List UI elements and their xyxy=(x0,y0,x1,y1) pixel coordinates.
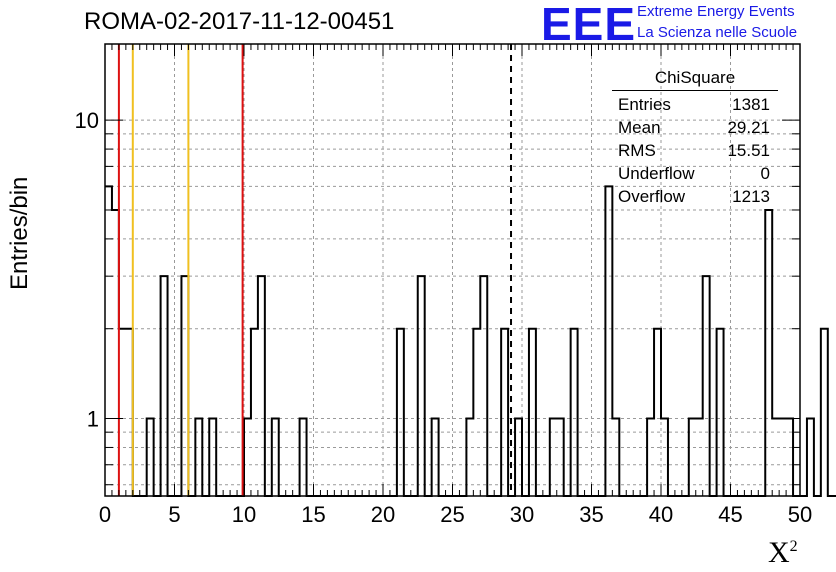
stats-title: ChiSquare xyxy=(612,66,778,91)
stats-row-underflow: Underflow 0 xyxy=(612,162,778,185)
x-tick-label: 50 xyxy=(788,502,812,527)
stats-value: 15.51 xyxy=(727,141,770,160)
histogram-bin xyxy=(181,276,188,496)
histogram-bin xyxy=(473,329,480,496)
histogram-bin xyxy=(105,186,112,496)
histogram-bin xyxy=(480,276,487,496)
x-tick-label: 45 xyxy=(718,502,742,527)
stats-label: Mean xyxy=(618,118,661,137)
x-tick-label: 25 xyxy=(440,502,464,527)
histogram-bin xyxy=(821,329,828,496)
stats-row-mean: Mean 29.21 xyxy=(612,116,778,139)
stats-box: ChiSquare Entries 1381 Mean 29.21 RMS 15… xyxy=(612,66,778,208)
stats-label: Overflow xyxy=(618,187,686,206)
histogram-bin xyxy=(161,276,168,496)
stats-label: Underflow xyxy=(618,164,695,183)
x-tick-label: 40 xyxy=(649,502,673,527)
x-tick-label: 35 xyxy=(579,502,603,527)
stats-label: Entries xyxy=(618,95,671,114)
histogram-bin xyxy=(501,329,508,496)
x-axis-label: X2 xyxy=(768,536,798,570)
histogram-bin xyxy=(397,329,404,496)
histogram-bin xyxy=(654,329,661,496)
histogram-bin xyxy=(605,186,612,496)
x-axis-label-superscript: 2 xyxy=(789,538,798,555)
y-tick-label: 10 xyxy=(75,108,99,133)
histogram-outline xyxy=(105,185,836,497)
stats-row-rms: RMS 15.51 xyxy=(612,139,778,162)
x-tick-label: 30 xyxy=(510,502,534,527)
stats-value: 0 xyxy=(760,164,770,183)
histogram-bin xyxy=(717,329,724,496)
histogram-bin xyxy=(529,329,536,496)
stats-value: 1381 xyxy=(732,95,770,114)
y-axis-label: Entries/bin xyxy=(6,176,33,290)
histogram-bin xyxy=(418,276,425,496)
stats-row-entries: Entries 1381 xyxy=(612,93,778,116)
chart-title: ROMA-02-2017-11-12-00451 xyxy=(84,8,395,35)
histogram-bin xyxy=(765,210,772,496)
stats-label: RMS xyxy=(618,141,656,160)
histogram-bin xyxy=(112,210,119,496)
x-tick-label: 20 xyxy=(371,502,395,527)
x-tick-label: 0 xyxy=(99,502,111,527)
histogram-bin xyxy=(703,276,710,496)
x-tick-label: 5 xyxy=(168,502,180,527)
histogram-bin xyxy=(126,329,133,496)
x-tick-label: 15 xyxy=(301,502,325,527)
histogram-bin xyxy=(258,276,265,496)
histogram-bin xyxy=(571,329,578,496)
x-tick-label: 10 xyxy=(232,502,256,527)
y-tick-label: 1 xyxy=(87,407,99,432)
x-axis-label-symbol: X xyxy=(768,536,790,569)
eee-logo: EEE xyxy=(541,0,637,50)
histogram-bin xyxy=(119,329,126,496)
stats-row-overflow: Overflow 1213 xyxy=(612,185,778,208)
stats-value: 29.21 xyxy=(727,118,770,137)
histogram-bin xyxy=(807,419,814,496)
stats-value: 1213 xyxy=(732,187,770,206)
logo-subtitle-1: Extreme Energy Events xyxy=(637,3,795,20)
logo-subtitle-2: La Scienza nelle Scuole xyxy=(637,24,798,41)
histogram-bin xyxy=(251,329,258,496)
